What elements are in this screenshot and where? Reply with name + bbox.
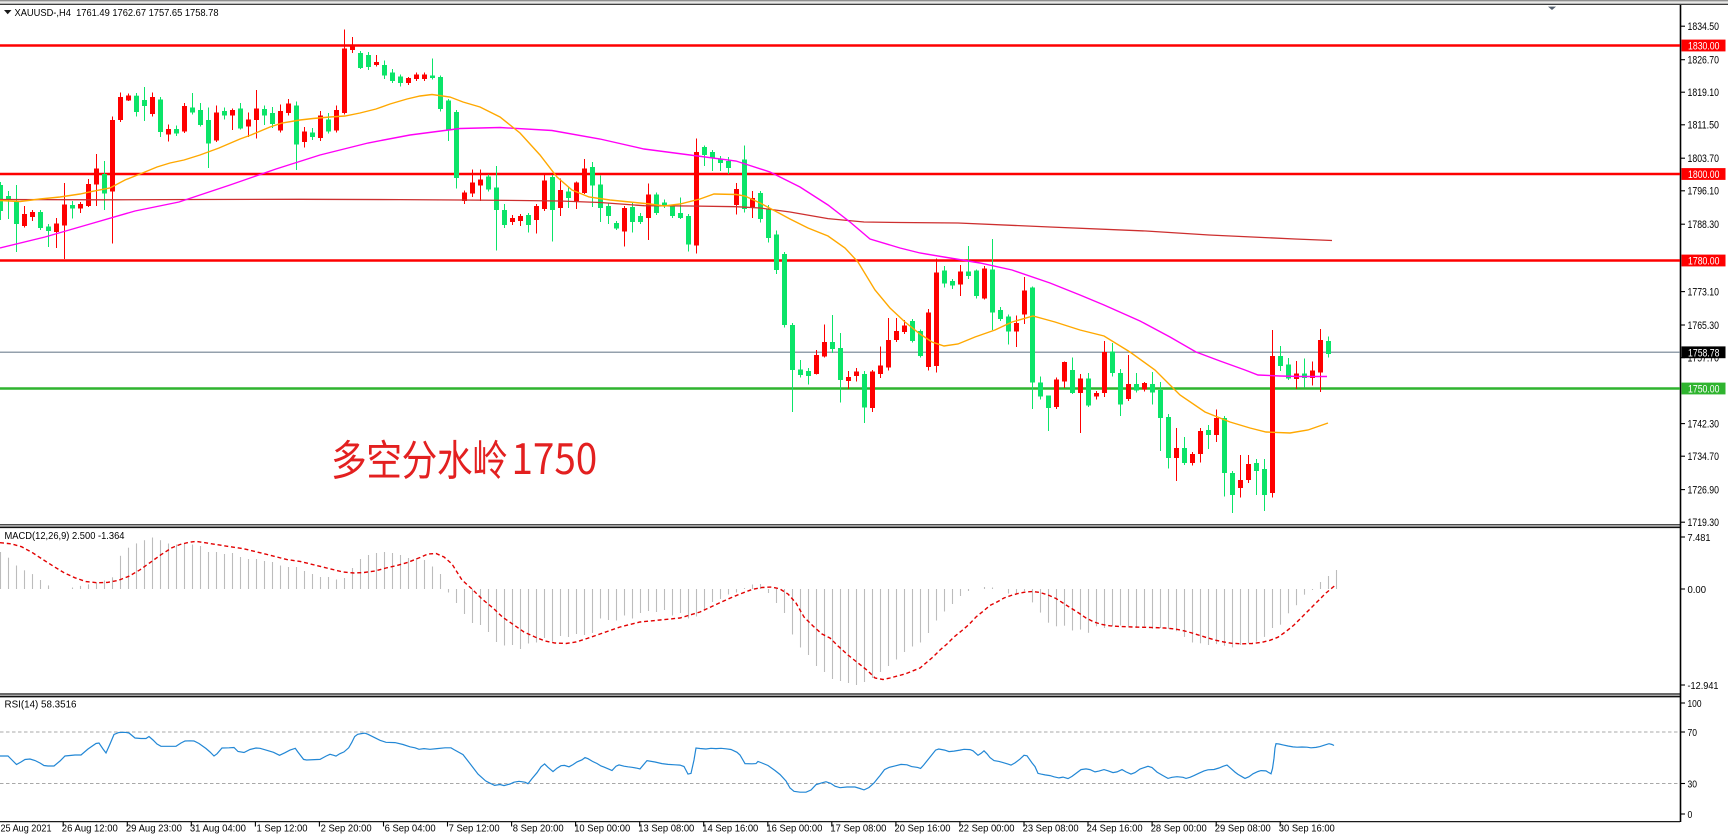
- svg-text:70: 70: [1688, 728, 1698, 739]
- svg-text:16 Sep 00:00: 16 Sep 00:00: [766, 823, 822, 834]
- svg-text:1750.00: 1750.00: [1688, 384, 1720, 396]
- svg-text:1800.00: 1800.00: [1688, 169, 1720, 181]
- svg-text:1834.50: 1834.50: [1688, 21, 1720, 33]
- svg-text:0: 0: [1688, 810, 1693, 821]
- svg-text:1742.30: 1742.30: [1688, 419, 1720, 431]
- svg-text:1734.70: 1734.70: [1688, 451, 1720, 463]
- svg-text:1 Sep 12:00: 1 Sep 12:00: [257, 823, 308, 834]
- svg-text:1780.00: 1780.00: [1688, 256, 1720, 268]
- svg-text:RSI(14) 58.3516: RSI(14) 58.3516: [5, 699, 77, 710]
- svg-text:29 Aug 23:00: 29 Aug 23:00: [126, 823, 182, 834]
- svg-text:8 Sep 20:00: 8 Sep 20:00: [513, 823, 564, 834]
- svg-text:1726.90: 1726.90: [1688, 485, 1720, 497]
- svg-text:10 Sep 00:00: 10 Sep 00:00: [574, 823, 630, 834]
- svg-text:1811.50: 1811.50: [1688, 120, 1720, 132]
- svg-text:0.00: 0.00: [1688, 585, 1707, 596]
- svg-text:30 Sep 16:00: 30 Sep 16:00: [1279, 823, 1335, 834]
- svg-text:MACD(12,26,9) 2.500 -1.364: MACD(12,26,9) 2.500 -1.364: [5, 531, 125, 542]
- svg-text:17 Sep 08:00: 17 Sep 08:00: [830, 823, 886, 834]
- svg-text:7 Sep 12:00: 7 Sep 12:00: [449, 823, 500, 834]
- svg-text:1830.00: 1830.00: [1688, 41, 1720, 53]
- svg-text:25 Aug 2021: 25 Aug 2021: [1, 823, 52, 834]
- svg-text:100: 100: [1688, 699, 1702, 710]
- svg-text:28 Sep 00:00: 28 Sep 00:00: [1151, 823, 1207, 834]
- svg-text:-12.941: -12.941: [1688, 681, 1719, 692]
- svg-text:1803.70: 1803.70: [1688, 153, 1720, 165]
- svg-text:1719.30: 1719.30: [1688, 517, 1720, 529]
- svg-text:23 Sep 08:00: 23 Sep 08:00: [1023, 823, 1079, 834]
- svg-text:22 Sep 00:00: 22 Sep 00:00: [959, 823, 1015, 834]
- svg-text:1819.10: 1819.10: [1688, 87, 1720, 99]
- svg-text:1765.30: 1765.30: [1688, 320, 1720, 332]
- svg-text:1773.10: 1773.10: [1688, 287, 1720, 299]
- svg-text:13 Sep 08:00: 13 Sep 08:00: [638, 823, 694, 834]
- svg-text:7.481: 7.481: [1688, 533, 1711, 544]
- svg-text:20 Sep 16:00: 20 Sep 16:00: [895, 823, 951, 834]
- svg-text:6 Sep 04:00: 6 Sep 04:00: [385, 823, 436, 834]
- svg-text:XAUUSD-,H4 1761.49 1762.67 17: XAUUSD-,H4 1761.49 1762.67 1757.65 1758.…: [15, 8, 219, 19]
- svg-text:1826.70: 1826.70: [1688, 55, 1720, 67]
- svg-text:26 Aug 12:00: 26 Aug 12:00: [62, 823, 118, 834]
- svg-text:1758.78: 1758.78: [1688, 347, 1720, 359]
- svg-text:14 Sep 16:00: 14 Sep 16:00: [702, 823, 758, 834]
- svg-text:1788.30: 1788.30: [1688, 219, 1720, 231]
- svg-text:24 Sep 16:00: 24 Sep 16:00: [1087, 823, 1143, 834]
- svg-text:29 Sep 08:00: 29 Sep 08:00: [1215, 823, 1271, 834]
- svg-text:1796.10: 1796.10: [1688, 186, 1720, 198]
- svg-text:30: 30: [1688, 779, 1698, 790]
- svg-text:2 Sep 20:00: 2 Sep 20:00: [321, 823, 372, 834]
- svg-text:31 Aug 04:00: 31 Aug 04:00: [190, 823, 246, 834]
